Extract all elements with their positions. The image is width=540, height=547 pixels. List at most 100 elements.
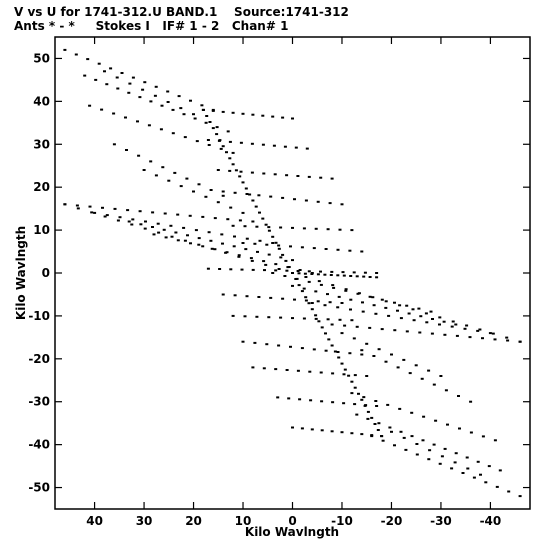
uv-point [360,349,364,352]
uv-point [352,337,356,340]
uv-point [326,228,330,231]
uv-point [109,67,113,70]
uv-point [253,242,257,245]
uv-point [83,74,87,77]
uv-point [319,283,323,286]
uv-point [329,274,333,276]
uv-point [300,347,304,350]
uv-point [156,222,160,225]
uv-point [239,141,243,144]
uv-point [143,227,147,230]
uv-point [302,227,306,230]
uv-point [407,312,411,315]
uv-point [479,473,482,476]
uv-point [330,270,334,273]
uv-point [373,423,377,425]
uv-point [506,339,510,342]
uv-point [103,215,107,218]
uv-point [431,318,434,320]
uv-point [173,171,177,174]
uv-point [424,312,428,315]
uv-point [364,404,368,407]
uv-point [398,407,402,410]
uv-point [380,435,384,438]
uv-point [283,275,287,277]
uv-point [355,275,359,278]
uv-point [197,237,201,240]
uv-point [421,439,425,442]
uv-point [142,169,146,171]
uv-point [295,277,299,280]
uv-point [228,169,232,172]
uv-point [105,83,109,86]
uv-point [238,175,242,178]
uv-point [393,444,396,447]
uv-point [229,206,233,209]
uv-point [368,295,372,298]
uv-point [264,223,268,226]
uv-point [338,228,342,231]
uv-point [427,369,431,372]
uv-point [233,294,237,297]
uv-point [171,132,175,135]
uv-point [244,248,248,251]
uv-point [115,76,119,79]
uv-point [103,70,106,73]
x-tick-label: 0 [288,514,296,528]
uv-point [388,426,392,429]
uv-point [176,213,180,216]
uv-point [93,211,97,214]
y-tick-label: -30 [28,395,50,409]
uv-point [461,472,465,474]
uv-point [326,293,329,296]
uv-point [298,269,302,271]
uv-point [384,300,388,303]
uv-point [450,325,454,328]
uv-point [206,139,210,141]
uv-point [439,375,443,377]
uv-point [302,317,306,320]
y-tick-label: -50 [28,481,50,495]
uv-point [271,242,275,244]
uv-point [213,248,217,251]
uv-point [357,392,360,395]
uv-point [289,345,292,348]
uv-point [507,490,511,493]
uv-point [368,326,372,329]
uv-point [365,375,369,377]
uv-point [396,366,400,369]
x-tick-label: -40 [480,514,502,528]
uv-point [350,229,354,232]
uv-point [363,271,367,274]
uv-point [151,211,155,214]
uv-point [451,320,455,323]
uv-point [243,225,247,228]
uv-point [446,423,449,426]
uv-point [254,205,258,208]
uv-point [326,318,330,321]
uv-point [221,194,225,197]
uv-point [271,272,275,274]
uv-point [186,234,189,237]
uv-point [393,329,397,332]
chart-title: V vs U for 1741-312.U BAND.1 Source:1741… [14,5,349,19]
uv-point [422,415,426,418]
uv-point [232,245,236,248]
uv-point [415,453,419,456]
uv-point [310,428,314,431]
uv-point [380,298,384,301]
uv-point [164,236,168,239]
uv-point [76,207,80,210]
uv-point [340,203,344,206]
uv-point [171,108,175,111]
uv-point [493,439,497,442]
uv-point [291,226,294,229]
uv-point [291,426,294,429]
uv-point [174,231,178,234]
uv-point [189,242,192,245]
uv-point [261,114,265,117]
uv-point [340,362,344,365]
uv-point [427,458,431,461]
uv-point [469,431,473,434]
uv-point [251,220,255,223]
